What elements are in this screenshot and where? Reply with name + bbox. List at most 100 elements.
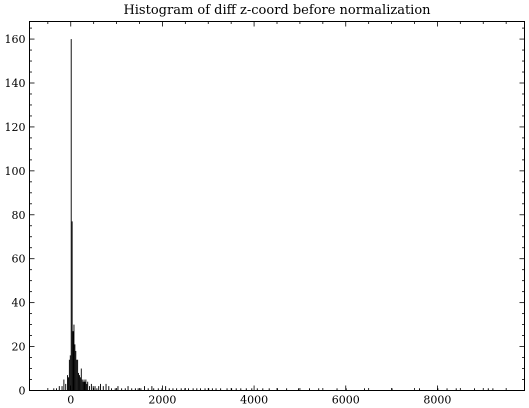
histogram-bar-52 [153,388,155,391]
histogram-bar-27 [86,383,88,391]
histogram-bar-0 [53,388,55,391]
y-tick-label-5: 100 [5,165,26,178]
y-tick-label-6: 120 [5,121,26,134]
x-tick-label-1: 2000 [148,394,176,407]
histogram-bar-79 [277,388,278,391]
histogram-bar-63 [196,388,198,391]
histogram-bar-42 [121,388,123,391]
histogram-bar-81 [298,388,299,391]
histogram-bar-16 [76,359,78,391]
histogram-bar-53 [157,388,159,391]
histogram-bar-72 [235,388,237,391]
histogram-bar-43 [124,388,126,391]
histogram-bar-57 [172,388,174,391]
histogram-bar-82 [309,388,310,391]
histogram-bar-88 [419,388,420,391]
histogram-bar-77 [262,388,264,391]
histogram-bar-75 [251,388,253,391]
histogram-bar-4 [63,379,65,391]
histogram-bar-46 [134,388,136,391]
histogram-bar-5 [65,383,67,391]
histogram-bar-64 [200,388,201,391]
y-tick-label-0: 0 [19,385,26,398]
histogram-bar-40 [114,388,116,391]
histogram-bar-34 [98,386,100,391]
histogram-bar-15 [75,350,77,391]
y-tick-label-4: 80 [12,209,26,222]
histogram-bar-50 [147,388,149,391]
histogram-bar-25 [84,381,86,391]
histogram-bar-19 [79,375,80,391]
chart-title: Histogram of diff z-coord before normali… [123,3,431,18]
histogram-bar-39 [111,388,112,391]
histogram-bar-90 [446,388,448,391]
y-tick-label-3: 60 [12,253,26,266]
histogram-bar-36 [102,386,104,391]
histogram-bar-55 [165,386,167,391]
histogram-bar-59 [180,388,182,391]
histogram-bar-37 [105,383,107,391]
histogram-bar-62 [192,388,194,391]
histogram-bar-87 [391,388,393,391]
histogram-bar-56 [168,388,170,391]
histogram-bar-86 [364,388,365,391]
histogram-bar-23 [82,381,84,391]
x-tick-label-4: 8000 [423,394,451,407]
histogram-bar-20 [79,377,81,391]
histogram-bar-8 [68,359,70,391]
histogram-bar-89 [437,388,439,391]
histogram-bar-71 [231,388,233,391]
histogram-bar-83 [318,388,320,391]
histogram-bar-74 [245,388,247,391]
x-tick-label-2: 4000 [240,394,268,407]
histogram-bar-17 [77,359,79,391]
y-tick-label-8: 160 [5,33,26,46]
histogram-bar-7 [68,377,69,391]
histogram-bar-30 [90,383,92,391]
histogram-bar-78 [268,388,270,391]
histogram-bar-94 [492,388,494,391]
histogram-bar-70 [226,388,228,391]
plot-frame [29,21,525,391]
histogram-bar-18 [78,372,79,391]
histogram-bar-47 [137,388,139,391]
histogram-bar-60 [184,388,186,391]
histogram-bar-6 [67,375,68,391]
histogram-bar-31 [92,386,94,391]
histogram-bar-12 [72,331,74,391]
histogram-bar-58 [176,388,178,391]
histogram-bar-54 [161,388,163,391]
histogram-bar-3 [61,386,63,391]
histogram-bar-76 [256,388,258,391]
histogram-bar-92 [474,388,475,391]
histogram-bar-61 [188,388,189,391]
histogram-bar-13 [73,324,75,391]
histogram-bar-80 [286,388,288,391]
histogram-bar-51 [151,386,153,391]
histogram-bar-9 [69,355,71,391]
histogram-bar-33 [96,388,98,391]
histogram-bar-14 [74,344,76,391]
histogram-bars [53,39,494,391]
y-tick-label-7: 140 [5,77,26,90]
histogram-bar-29 [89,386,90,391]
histogram-bar-68 [215,388,217,391]
histogram-bar-44 [127,386,129,391]
histogram-bar-91 [455,388,457,391]
histogram-bar-48 [140,388,142,391]
histogram-bar-69 [220,388,222,391]
histogram-bar-84 [336,388,338,391]
x-tick-label-3: 6000 [332,394,360,407]
x-tick-label-0: 0 [67,394,74,407]
axis-ticks [29,21,525,391]
histogram-bar-26 [85,379,87,391]
histogram-bar-32 [94,386,96,391]
histogram-bar-11 [71,221,73,391]
histogram-bar-10 [70,39,72,391]
histogram-bar-67 [211,388,213,391]
histogram-bar-65 [204,388,206,391]
histogram-bar-35 [100,383,101,391]
histogram-bar-73 [240,388,242,391]
histogram-bar-49 [144,386,145,391]
